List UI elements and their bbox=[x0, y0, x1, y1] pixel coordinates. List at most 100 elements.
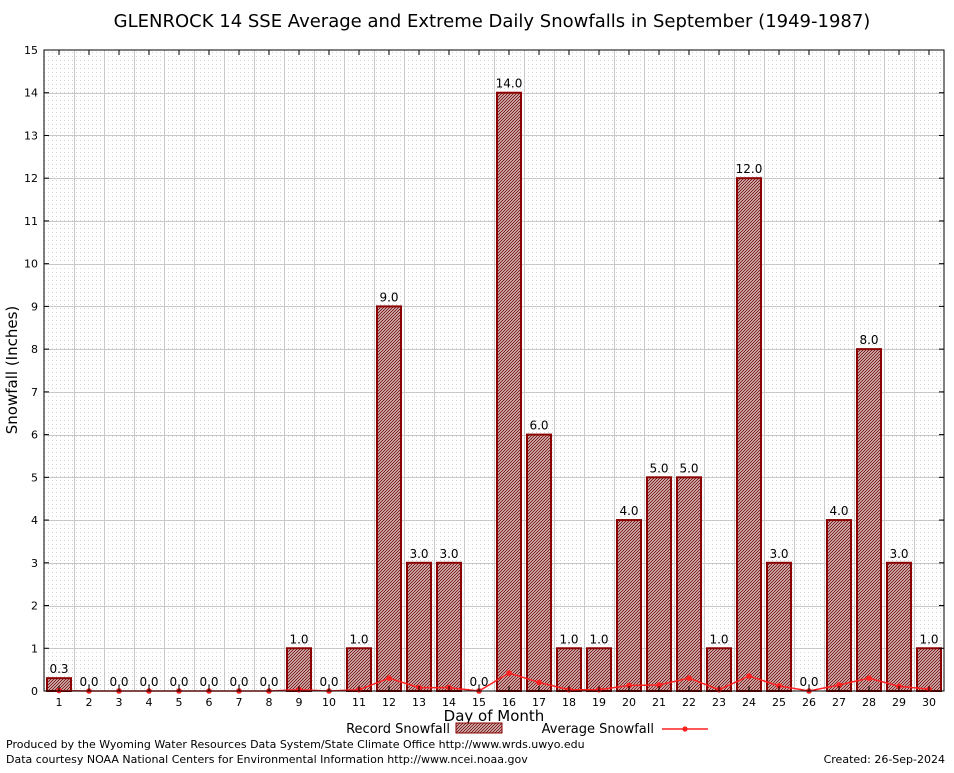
record-bar bbox=[766, 561, 792, 692]
average-snowfall-point bbox=[506, 670, 512, 676]
x-tick-label: 28 bbox=[862, 696, 876, 709]
bar-value-label: 4.0 bbox=[829, 504, 848, 518]
x-axis-label: Day of Month bbox=[444, 707, 545, 725]
legend-average-label: Average Snowfall bbox=[542, 722, 654, 737]
x-tick-label: 21 bbox=[652, 696, 666, 709]
legend: Record Snowfall Average Snowfall bbox=[346, 722, 708, 737]
x-tick-label: 4 bbox=[146, 696, 153, 709]
bar-value-label: 0.0 bbox=[229, 675, 248, 689]
average-snowfall-point bbox=[686, 675, 692, 681]
x-tick-label: 6 bbox=[206, 696, 213, 709]
bar-value-label: 0.0 bbox=[259, 675, 278, 689]
bar-value-label: 0.0 bbox=[469, 675, 488, 689]
record-bar bbox=[646, 476, 672, 693]
y-tick-label: 4 bbox=[31, 514, 38, 527]
record-bar bbox=[526, 433, 552, 692]
x-tick-label: 24 bbox=[742, 696, 756, 709]
average-snowfall-point bbox=[536, 679, 542, 686]
x-tick-label: 12 bbox=[382, 696, 396, 709]
x-tick-label: 26 bbox=[802, 696, 816, 709]
average-snowfall-point bbox=[626, 682, 632, 689]
y-tick-label: 7 bbox=[31, 386, 38, 399]
bar-value-label: 1.0 bbox=[709, 632, 728, 646]
bar-value-label: 1.0 bbox=[589, 632, 608, 646]
average-snowfall-point bbox=[656, 682, 662, 688]
x-tick-label: 30 bbox=[922, 696, 936, 709]
average-snowfall-point bbox=[836, 682, 842, 688]
x-tick-label: 25 bbox=[772, 696, 786, 709]
bar-value-label: 12.0 bbox=[736, 162, 763, 176]
x-tick-label: 13 bbox=[412, 696, 426, 709]
y-tick-label: 3 bbox=[31, 557, 38, 570]
record-bar bbox=[676, 476, 702, 693]
bar-value-label: 1.0 bbox=[289, 632, 308, 646]
bar-value-label: 14.0 bbox=[496, 77, 523, 91]
x-tick-label: 3 bbox=[116, 696, 123, 709]
record-bar bbox=[346, 647, 372, 692]
record-bar bbox=[736, 177, 762, 692]
record-bar bbox=[556, 647, 582, 692]
x-tick-label: 1 bbox=[56, 696, 63, 709]
x-tick-label: 10 bbox=[322, 696, 336, 709]
x-tick-label: 19 bbox=[592, 696, 606, 709]
legend-average-marker bbox=[682, 726, 688, 732]
x-tick-label: 8 bbox=[266, 696, 273, 709]
x-tick-label: 17 bbox=[532, 696, 546, 709]
bar-value-label: 0.0 bbox=[199, 675, 218, 689]
y-tick-label: 8 bbox=[31, 343, 38, 356]
y-tick-label: 2 bbox=[31, 600, 38, 613]
bar-value-label: 0.0 bbox=[79, 675, 98, 689]
y-axis-label: Snowfall (Inches) bbox=[3, 306, 21, 434]
record-bar bbox=[436, 561, 462, 692]
average-snowfall-point bbox=[776, 683, 782, 689]
y-tick-label: 1 bbox=[31, 642, 38, 655]
x-tick-label: 5 bbox=[176, 696, 183, 709]
record-bar bbox=[586, 647, 612, 692]
x-tick-label: 14 bbox=[442, 696, 456, 709]
y-tick-label: 11 bbox=[24, 215, 38, 228]
bar-value-label: 0.0 bbox=[169, 675, 188, 689]
y-tick-label: 14 bbox=[24, 87, 38, 100]
bar-value-label: 0.0 bbox=[139, 675, 158, 689]
plot-border bbox=[43, 49, 945, 692]
record-bar bbox=[286, 647, 312, 692]
record-bar bbox=[496, 91, 522, 692]
x-tick-label: 2 bbox=[86, 696, 93, 709]
y-tick-label: 10 bbox=[24, 258, 38, 271]
record-bar bbox=[706, 647, 732, 692]
bar-value-label: 3.0 bbox=[409, 547, 428, 561]
bar-value-label: 0.0 bbox=[319, 675, 338, 689]
y-tick-label: 15 bbox=[24, 44, 38, 57]
y-tick-label: 13 bbox=[24, 129, 38, 142]
bar-value-label: 1.0 bbox=[919, 632, 938, 646]
x-tick-label: 7 bbox=[236, 696, 243, 709]
record-bar bbox=[856, 348, 882, 692]
average-snowfall-point bbox=[866, 675, 872, 681]
bar-value-label: 0.0 bbox=[799, 675, 818, 689]
x-tick-label: 16 bbox=[502, 696, 516, 709]
x-tick-label: 27 bbox=[832, 696, 846, 709]
bar-value-label: 0.0 bbox=[109, 675, 128, 689]
bar-value-label: 0.3 bbox=[49, 662, 68, 676]
x-tick-label: 15 bbox=[472, 696, 486, 709]
average-snowfall-point bbox=[386, 675, 392, 681]
x-tick-label: 11 bbox=[352, 696, 366, 709]
average-snowfall-point bbox=[746, 673, 752, 679]
x-tick-label: 9 bbox=[296, 696, 303, 709]
bar-value-label: 3.0 bbox=[889, 547, 908, 561]
record-bar bbox=[916, 647, 942, 692]
bar-value-label: 8.0 bbox=[859, 333, 878, 347]
record-bar bbox=[616, 519, 642, 692]
x-tick-label: 18 bbox=[562, 696, 576, 709]
x-tick-label: 29 bbox=[892, 696, 906, 709]
footer-created: Created: 26-Sep-2024 bbox=[824, 753, 945, 766]
record-bar bbox=[376, 305, 402, 692]
x-axis-ticks: 1 2 3 4 5 6 7 8 9 10 11 12 13 14 15 16 17 18 19 20 21 22 23 24 2… bbox=[56, 50, 936, 709]
legend-record-label: Record Snowfall bbox=[346, 722, 450, 737]
bar-value-label: 3.0 bbox=[439, 547, 458, 561]
bar-value-label: 3.0 bbox=[769, 547, 788, 561]
record-bars bbox=[46, 91, 942, 693]
